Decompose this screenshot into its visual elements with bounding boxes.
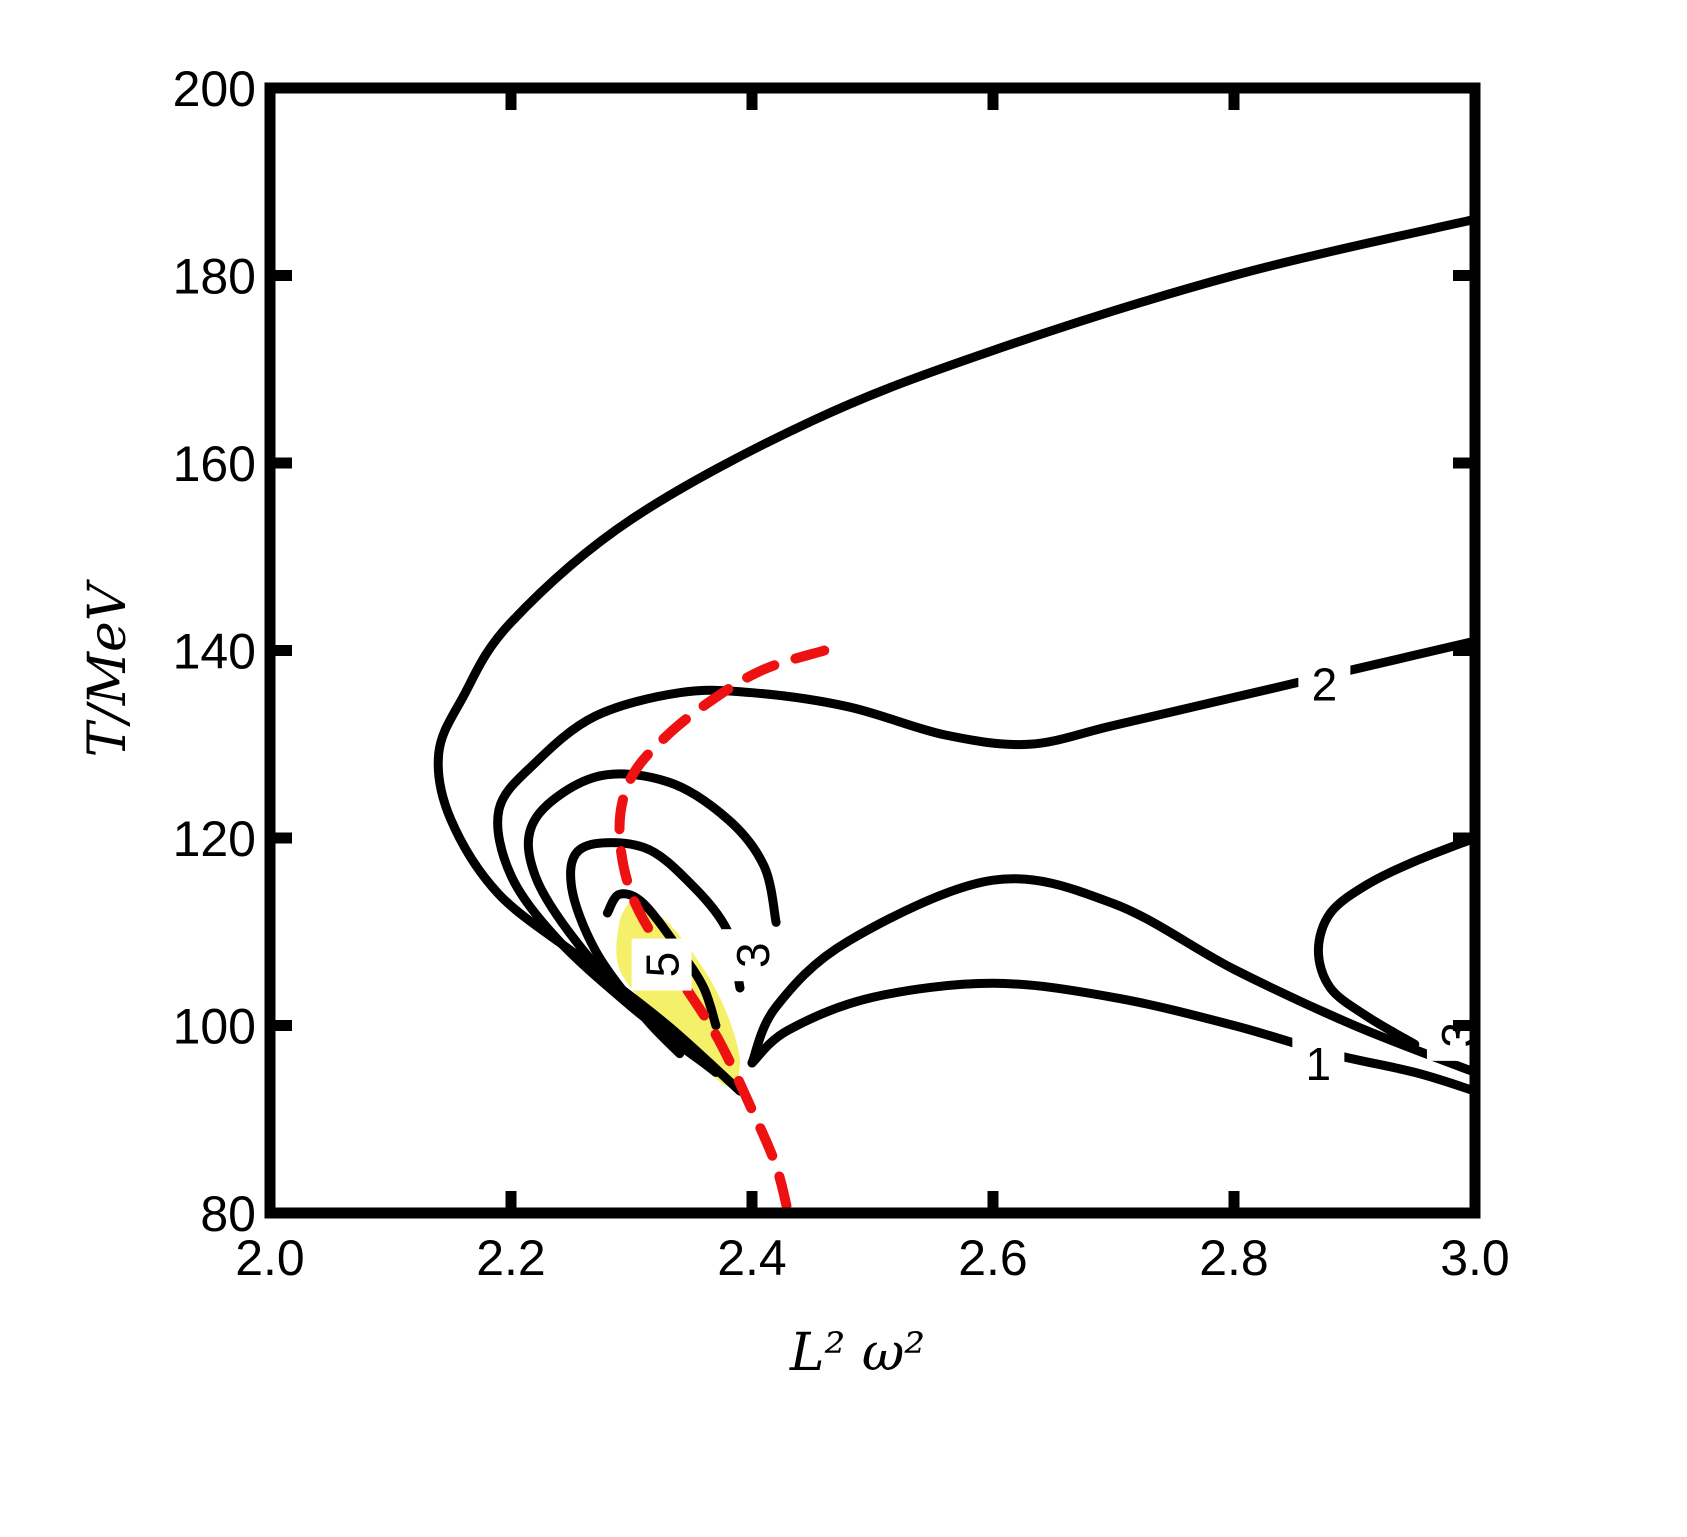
x-axis-title: L² ω² — [789, 1323, 925, 1383]
contour-label-bg — [722, 929, 782, 982]
y-tick-label: 100 — [173, 999, 256, 1055]
contour-line-8 — [1313, 833, 1480, 1049]
y-tick-label: 160 — [173, 436, 256, 492]
y-tick-label: 180 — [173, 249, 256, 305]
contour-label-bg — [631, 938, 692, 991]
contour-lines — [433, 214, 1480, 1218]
contour-line-7 — [747, 978, 1480, 1096]
y-tick-label: 140 — [173, 624, 256, 680]
contour-label-bg — [1292, 1033, 1345, 1093]
x-tick-label: 2.6 — [958, 1230, 1028, 1286]
contour-label-bg — [1298, 653, 1351, 714]
contour-label: 3 — [727, 942, 779, 968]
x-tick-label: 2.2 — [476, 1230, 546, 1286]
contour-label: 5 — [637, 952, 689, 978]
dashed-boundary-line — [614, 645, 830, 1218]
y-axis-title: T/MeV — [78, 579, 138, 757]
y-tick-label: 200 — [173, 61, 256, 117]
ticks: 2.0 2.2 2.4 2.6 2.8 3.0 80 100 120 140 160 180 200 — [173, 61, 1510, 1286]
y-tick-label: 120 — [173, 811, 256, 867]
y-tick-label: 80 — [200, 1186, 256, 1242]
x-tick-label: 2.4 — [717, 1230, 787, 1286]
contour-label: 1 — [1306, 1038, 1332, 1090]
contour-line-6 — [747, 874, 1480, 1077]
contour-line-2 — [493, 636, 1480, 1077]
contour-line-5 — [602, 889, 721, 1030]
contour-label: 2 — [1312, 658, 1338, 710]
x-tick-label: 2.0 — [235, 1230, 305, 1286]
contour-line-4 — [566, 838, 745, 1059]
x-tick-label: 3.0 — [1440, 1230, 1510, 1286]
x-tick-label: 2.8 — [1199, 1230, 1269, 1286]
